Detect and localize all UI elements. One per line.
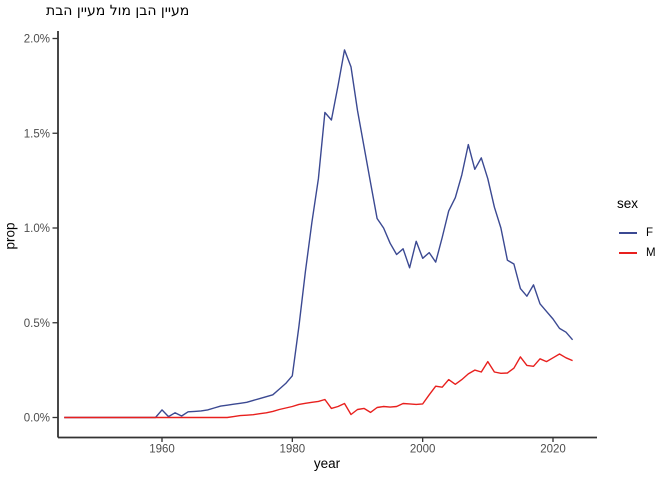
chart-title: מעיין הבן מול מעיין הבת bbox=[46, 3, 190, 19]
x-tick-label-1960: 1960 bbox=[149, 444, 175, 456]
y-tick-label-2.0%: 2.0% bbox=[24, 34, 50, 46]
y-tick-label-1.5%: 1.5% bbox=[24, 128, 50, 140]
y-axis-title: prop bbox=[2, 222, 18, 250]
y-tick-label-1.0%: 1.0% bbox=[24, 223, 50, 235]
legend-key-line-M bbox=[619, 252, 637, 254]
x-tick-label-2020: 2020 bbox=[540, 444, 566, 456]
y-tick-label-0.5%: 0.5% bbox=[24, 318, 50, 330]
legend-item-F: F bbox=[611, 223, 656, 243]
x-tick-label-1980: 1980 bbox=[280, 444, 306, 456]
legend-item-M: M bbox=[611, 243, 656, 263]
legend-label-M: M bbox=[646, 247, 656, 259]
series-line-M bbox=[64, 353, 573, 419]
legend-label-F: F bbox=[646, 227, 654, 239]
x-tick-label-2000: 2000 bbox=[410, 444, 436, 456]
y-tick-label-0.0%: 0.0% bbox=[24, 413, 50, 425]
x-axis-title: year bbox=[313, 456, 341, 471]
series-line-F bbox=[64, 49, 574, 419]
legend-key-line-F bbox=[619, 232, 637, 234]
legend-title: sex bbox=[617, 196, 639, 211]
